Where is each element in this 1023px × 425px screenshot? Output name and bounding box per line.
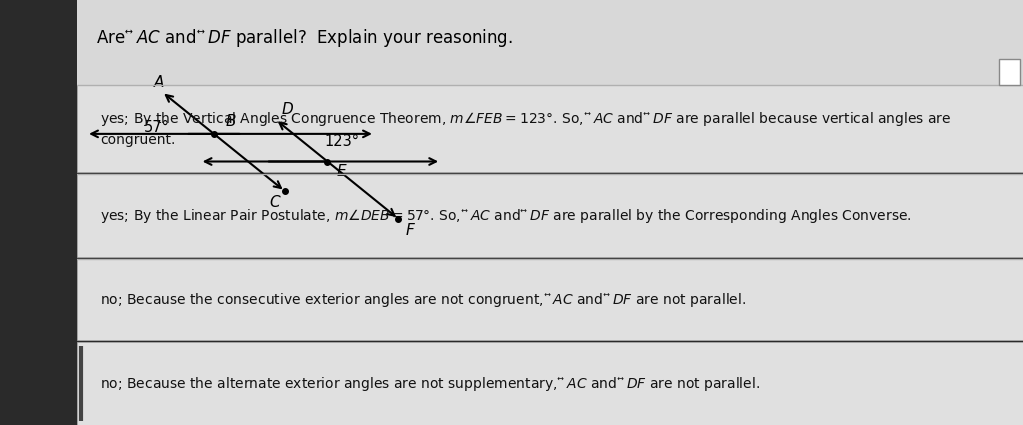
Text: no; Because the alternate exterior angles are not supplementary, $\overleftright: no; Because the alternate exterior angle… bbox=[100, 374, 760, 393]
FancyBboxPatch shape bbox=[77, 342, 1023, 425]
Text: 57°: 57° bbox=[144, 120, 170, 135]
Text: B: B bbox=[225, 114, 235, 129]
Text: A: A bbox=[153, 75, 165, 90]
Text: yes; By the Linear Pair Postulate, $m\angle DEB = 57°$. So, $\overleftrightarrow: yes; By the Linear Pair Postulate, $m\an… bbox=[100, 207, 913, 225]
Text: C: C bbox=[269, 196, 280, 210]
FancyBboxPatch shape bbox=[999, 60, 1020, 85]
FancyBboxPatch shape bbox=[77, 85, 1023, 172]
Text: E: E bbox=[337, 164, 347, 178]
Text: F: F bbox=[406, 223, 414, 238]
FancyBboxPatch shape bbox=[77, 0, 1023, 85]
FancyBboxPatch shape bbox=[77, 174, 1023, 257]
Text: no; Because the consecutive exterior angles are not congruent, $\overleftrightar: no; Because the consecutive exterior ang… bbox=[100, 291, 747, 309]
Text: 123°: 123° bbox=[324, 134, 360, 149]
FancyBboxPatch shape bbox=[77, 259, 1023, 340]
Text: yes; By the Vertical Angles Congruence Theorem, $m\angle FEB = 123°$. So, $\over: yes; By the Vertical Angles Congruence T… bbox=[100, 110, 951, 147]
Text: Are $\overleftrightarrow{AC}$ and $\overleftrightarrow{DF}$ parallel?  Explain y: Are $\overleftrightarrow{AC}$ and $\over… bbox=[96, 27, 513, 49]
Text: D: D bbox=[281, 102, 293, 117]
